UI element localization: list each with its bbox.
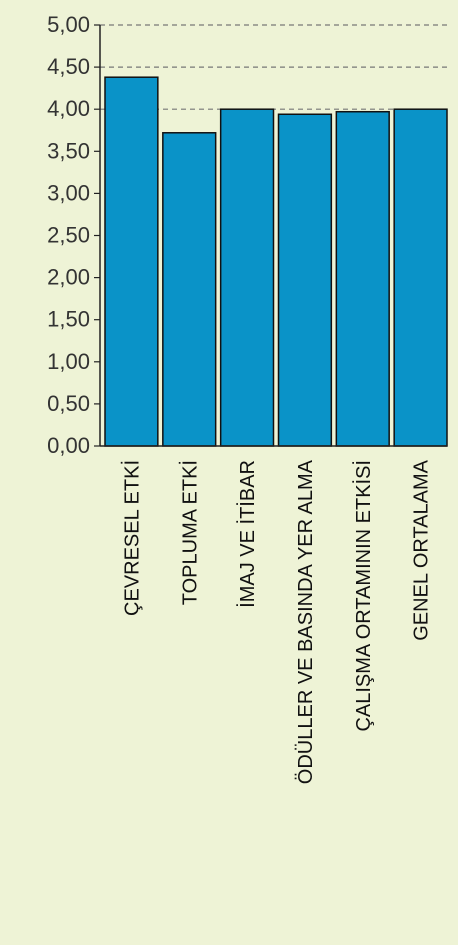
bar-2 [219,108,275,447]
x-category-label: ÇALIŞMA ORTAMININ ETKİSİ [352,460,375,732]
y-axis-ticks: 0,00 0,50 1,00 1,50 2,00 2,50 3,00 3,50 4,00 4,50… [47,12,100,458]
bar-0 [104,76,159,447]
x-category-label: ÇEVRESEL ETKİ [120,460,143,616]
x-category-label: ÖDÜLLER VE BASINDA YER ALMA [295,459,317,784]
y-tick-label: 2,50 [47,223,90,248]
y-tick-label: 3,00 [47,180,90,205]
y-tick-label: 4,50 [47,54,90,79]
bar-4 [335,110,390,447]
x-category-label: TOPLUMA ETKİ [178,460,201,605]
x-category-label: GENEL ORTALAMA [411,459,433,640]
y-tick-label: 0,00 [47,433,90,458]
y-tick-label: 2,00 [47,265,90,290]
y-tick-label: 1,00 [47,349,90,374]
x-category-label: İMAJ VE İTİBAR [236,460,259,608]
y-tick-label: 0,50 [47,391,90,416]
y-tick-label: 1,50 [47,307,90,332]
y-tick-label: 5,00 [47,12,90,37]
y-tick-label: 4,00 [47,96,90,121]
bar-1 [162,132,217,447]
x-axis-category-labels: ÇEVRESEL ETKİ TOPLUMA ETKİ İMAJ VE İTİBAR Ö… [120,459,432,784]
bar-3 [277,113,333,447]
bar-5 [393,108,448,447]
y-tick-label: 3,50 [47,138,90,163]
bars [104,76,448,447]
